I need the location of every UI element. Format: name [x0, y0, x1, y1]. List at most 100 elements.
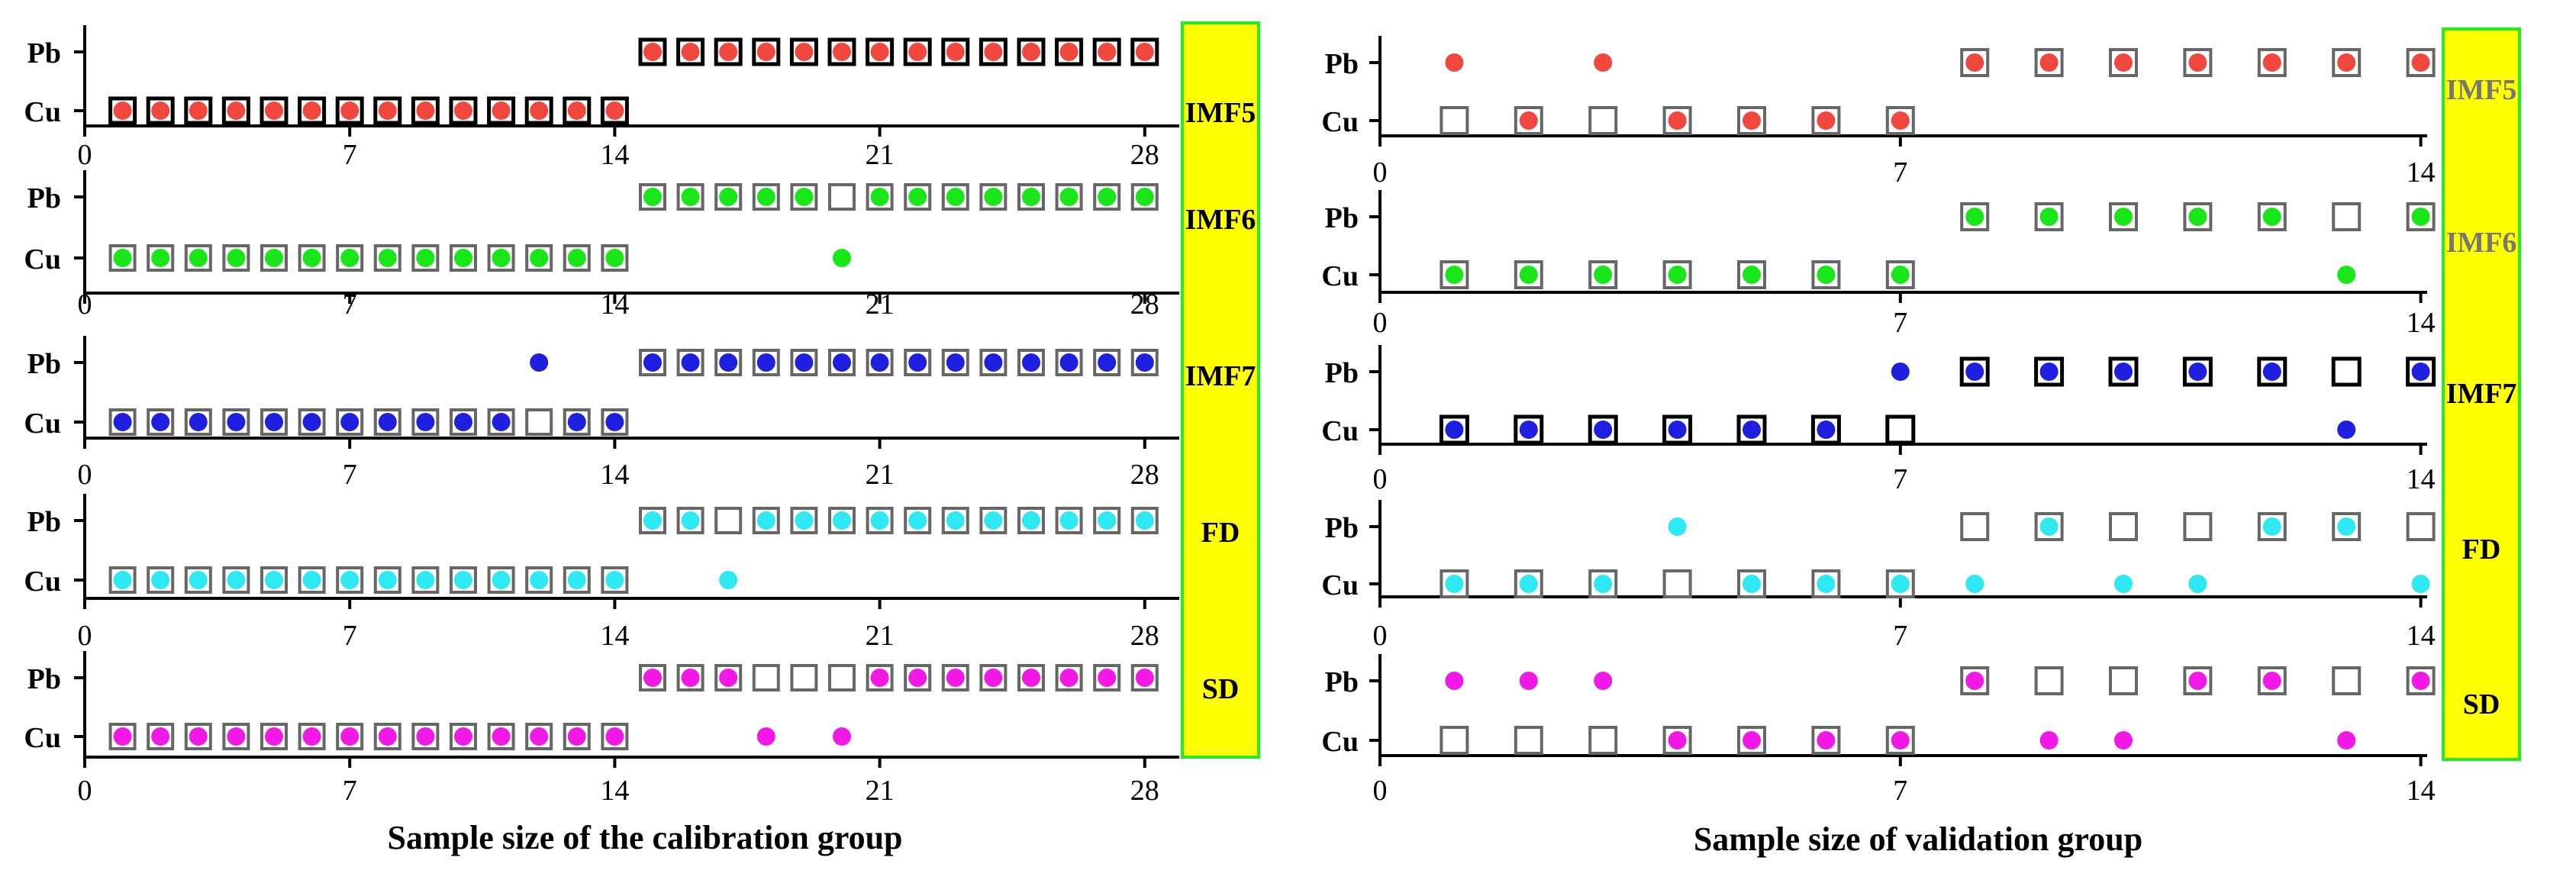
box-marker-pb [904, 664, 932, 691]
box-marker-pb [2257, 666, 2287, 695]
dot-marker-pb [643, 511, 662, 530]
box-marker-cu [147, 723, 175, 750]
dot-marker-cu [1594, 575, 1613, 593]
legend-label-imf6: IMF6 [2446, 227, 2517, 259]
dot-marker-pb [946, 188, 965, 206]
dot-marker-pb [833, 43, 851, 61]
dot-marker-pb [946, 43, 965, 61]
box-marker-cu [147, 244, 175, 272]
box-marker-pb [1093, 507, 1121, 534]
dot-marker-cu [1668, 731, 1687, 749]
dot-marker-pb [2039, 53, 2059, 72]
dot-marker-cu [151, 102, 170, 120]
legend-box [1181, 21, 1260, 759]
box-marker-pb [1093, 349, 1121, 376]
dot-marker-cu [605, 571, 624, 589]
box-marker-pb [1017, 507, 1045, 534]
box-marker-cu [1736, 414, 1767, 445]
dot-marker-pb [2262, 517, 2281, 536]
dot-marker-cu [378, 571, 397, 589]
validation-panel-imf6: Pb Cu 0 7 14 [1321, 190, 2436, 339]
dot-marker-pb [719, 43, 738, 61]
dot-marker-cu [302, 413, 321, 431]
box-marker-pb [1055, 183, 1083, 211]
dot-marker-cu [378, 102, 397, 120]
dot-marker-pb [2337, 53, 2356, 72]
dot-marker-pb [870, 353, 889, 372]
box-marker-cu [601, 723, 629, 750]
row-label-pb: Pb [27, 506, 61, 538]
dot-marker-pb [681, 43, 700, 61]
x-tick-label: 14 [600, 459, 629, 491]
box-marker-cu [298, 244, 326, 272]
box-marker-cu [525, 723, 553, 750]
box-marker-cu [1588, 260, 1618, 289]
dot-marker-pb [756, 511, 775, 530]
box-marker-pb [2257, 356, 2287, 387]
box-marker-pb [2332, 512, 2362, 541]
box-marker-pb [714, 183, 743, 211]
box-marker-pb [676, 507, 704, 534]
x-tick-label: 14 [2407, 156, 2436, 189]
dot-marker-pb [1891, 363, 1910, 381]
dot-marker-pb [2262, 208, 2281, 226]
dot-marker-cu [454, 249, 472, 267]
box-marker-cu [411, 566, 440, 594]
box-marker-pb [2034, 666, 2064, 695]
box-marker-pb [638, 37, 667, 66]
x-tick-label: 0 [1373, 620, 1388, 652]
box-marker-cu [563, 408, 591, 436]
dot-marker-pb [1135, 353, 1154, 372]
dot-marker-pb [1022, 43, 1040, 61]
box-marker-pb [827, 37, 856, 66]
box-marker-cu [108, 408, 137, 436]
legend-label-imf7: IMF7 [1185, 360, 1256, 392]
dot-marker-cu [265, 249, 283, 267]
dot-marker-pb [643, 353, 662, 372]
dot-marker-pb [681, 353, 700, 372]
x-tick-label: 28 [1130, 620, 1159, 652]
legend-box [2442, 27, 2521, 761]
dot-marker-cu [416, 413, 435, 431]
box-marker-cu [1514, 569, 1543, 598]
box-marker-pb [789, 37, 818, 66]
box-marker-cu [373, 723, 401, 750]
dot-marker-cu [340, 413, 359, 431]
dot-marker-pb [1519, 672, 1538, 690]
dot-marker-cu [454, 102, 472, 120]
box-marker-cu [222, 723, 250, 750]
x-tick-label: 14 [2407, 620, 2436, 652]
dot-marker-pb [2039, 208, 2059, 226]
box-marker-cu [1885, 260, 1915, 289]
box-marker-cu [449, 96, 478, 125]
box-marker-pb [714, 507, 743, 534]
calibration-panel-sd: Pb Cu 0 7 14 21 28 [24, 651, 1179, 807]
box-marker-pb [2331, 356, 2362, 387]
dot-marker-cu [113, 413, 132, 431]
dot-marker-pb [1445, 672, 1464, 690]
box-marker-pb [2183, 202, 2213, 231]
box-marker-cu [411, 96, 440, 125]
box-marker-pb [828, 507, 856, 534]
box-marker-cu [563, 244, 591, 272]
box-marker-cu [1514, 106, 1543, 135]
dot-marker-cu [2337, 421, 2356, 439]
x-tick-label: 0 [1373, 307, 1388, 339]
dot-marker-cu [113, 727, 132, 746]
x-tick-label: 21 [866, 288, 895, 321]
dot-marker-cu [265, 102, 283, 120]
x-tick-label: 28 [1130, 288, 1159, 321]
dot-marker-cu [1891, 575, 1910, 593]
dot-marker-cu [1668, 266, 1687, 284]
dot-marker-pb [1098, 188, 1117, 206]
calibration-panel-fd: Pb Cu 0 7 14 21 28 [24, 494, 1179, 652]
box-marker-cu [184, 408, 212, 436]
dot-marker-pb [795, 353, 814, 372]
dot-marker-cu [454, 727, 472, 746]
box-marker-pb [941, 37, 970, 66]
x-tick-label: 7 [1893, 307, 1907, 339]
box-marker-cu [298, 96, 327, 125]
box-marker-cu [1662, 414, 1693, 445]
dot-marker-cu [189, 413, 208, 431]
